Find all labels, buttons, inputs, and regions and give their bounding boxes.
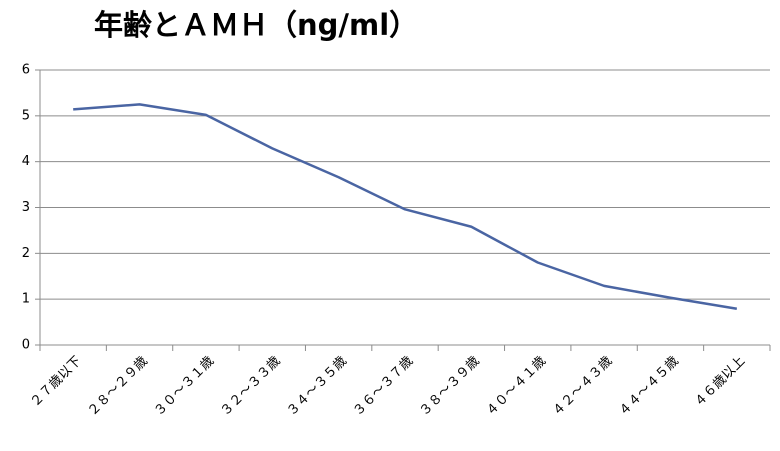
y-tick-label: 3 bbox=[22, 200, 30, 215]
y-tick-label: 4 bbox=[22, 154, 30, 169]
line bbox=[73, 103, 738, 311]
y-tick-label: 0 bbox=[22, 338, 30, 353]
x-tick-label: ３６～３７歳 bbox=[351, 354, 417, 420]
x-tick-label: ４４～４５歳 bbox=[616, 354, 682, 420]
x-tick-label: ４６歳以上 bbox=[692, 354, 749, 411]
x-tick-label: ３８～３９歳 bbox=[417, 354, 483, 420]
x-tick-label: ２７歳以下 bbox=[28, 354, 85, 411]
y-tick-label: 1 bbox=[22, 292, 30, 307]
x-tick-label: ３２～３３歳 bbox=[218, 354, 284, 420]
chart-title: 年齢とＡＭＨ（ng/ml） bbox=[94, 8, 418, 42]
x-tick-label: ４２～４３歳 bbox=[550, 354, 616, 420]
y-tick-label: 2 bbox=[22, 246, 30, 261]
y-tick-label: 6 bbox=[22, 63, 30, 78]
x-tick-label: ３０～３１歳 bbox=[151, 354, 217, 420]
x-tick-label: ３４～３５歳 bbox=[284, 354, 350, 420]
y-tick-label: 5 bbox=[22, 108, 30, 123]
x-tick-label: ２８～２９歳 bbox=[85, 354, 151, 420]
x-tick-label: ４０～４１歳 bbox=[483, 354, 549, 420]
